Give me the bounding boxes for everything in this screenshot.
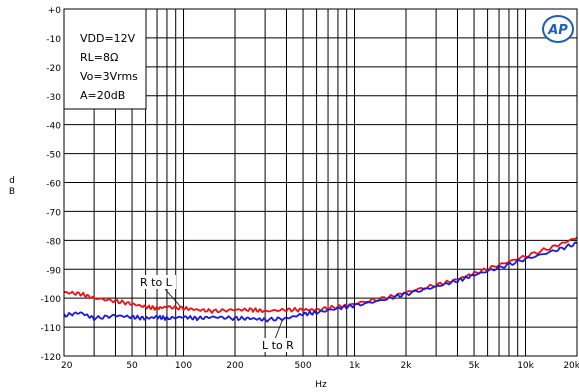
plot-frame bbox=[63, 8, 578, 357]
annotation-leader bbox=[164, 288, 181, 307]
x-tick-label: 5k bbox=[469, 361, 481, 371]
y-tick-label: -20 bbox=[46, 64, 61, 74]
conditions-box: VDD=12V RL=8Ω Vo=3Vrms A=20dB bbox=[63, 8, 147, 110]
y-tick-label: -60 bbox=[46, 180, 61, 190]
axis-ticks: +0 -10 -20 -30 -40 -50 -60 -70 -80 -90 -100 -110 -12… bbox=[41, 6, 579, 371]
y-tick-label: -40 bbox=[46, 122, 61, 132]
x-axis-label: Hz bbox=[315, 380, 327, 390]
annotations: R to L L to R bbox=[138, 275, 298, 352]
y-axis-label-d: d bbox=[9, 176, 15, 186]
y-tick-label: +0 bbox=[48, 6, 62, 16]
x-tick-label: 1k bbox=[349, 361, 361, 371]
y-tick-label: -90 bbox=[46, 266, 61, 276]
annotation-bg bbox=[260, 338, 298, 352]
condition-rl: RL=8Ω bbox=[80, 51, 118, 64]
annotation-leader bbox=[274, 320, 283, 340]
condition-vo: Vo=3Vrms bbox=[80, 70, 138, 83]
annotation-label: R to L bbox=[140, 276, 173, 289]
series-line-l-to-r bbox=[63, 241, 578, 323]
condition-gain: A=20dB bbox=[80, 89, 125, 102]
y-tick-label: -30 bbox=[46, 93, 61, 103]
y-axis-label-b: B bbox=[9, 187, 15, 197]
annotation-bg bbox=[138, 275, 176, 289]
y-tick-label: -50 bbox=[46, 151, 61, 161]
x-tick-label: 20k bbox=[563, 361, 579, 371]
condition-vdd: VDD=12V bbox=[80, 32, 136, 45]
ap-logo: AP bbox=[542, 15, 574, 43]
annotation-label: L to R bbox=[262, 339, 294, 352]
y-tick-label: -80 bbox=[46, 237, 61, 247]
x-tick-label: 200 bbox=[226, 361, 243, 371]
x-tick-label: 100 bbox=[175, 361, 192, 371]
y-tick-label: -70 bbox=[46, 208, 61, 218]
x-tick-label: 10k bbox=[517, 361, 534, 371]
x-tick-label: 50 bbox=[126, 361, 138, 371]
y-tick-label: -120 bbox=[41, 353, 62, 363]
x-tick-label: 500 bbox=[294, 361, 311, 371]
ap-logo-text: AP bbox=[547, 23, 568, 38]
series-lines bbox=[63, 236, 578, 323]
y-tick-label: -110 bbox=[41, 324, 62, 334]
y-tick-label: -100 bbox=[41, 295, 62, 305]
conditions-box-frame bbox=[63, 8, 147, 110]
x-tick-label: 2k bbox=[401, 361, 413, 371]
x-tick-label: 20 bbox=[61, 361, 73, 371]
y-tick-label: -10 bbox=[46, 35, 61, 45]
ap-logo-ring bbox=[542, 15, 574, 43]
grid bbox=[64, 9, 577, 356]
